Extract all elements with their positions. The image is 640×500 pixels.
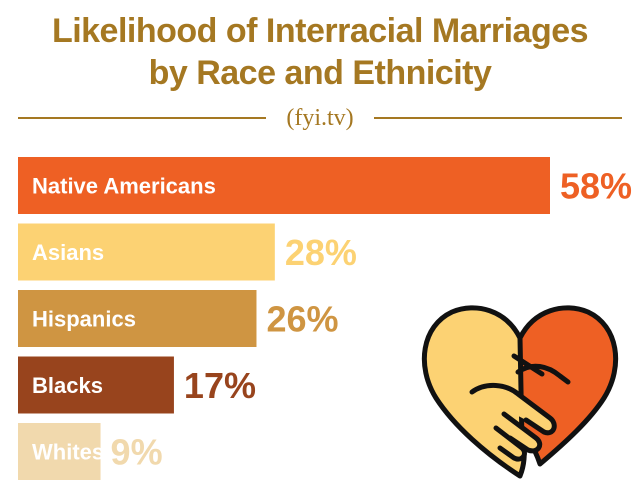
- bar-asians: [18, 223, 275, 281]
- category-label-whites: Whites: [32, 440, 104, 465]
- category-label-blacks: Blacks: [32, 373, 103, 398]
- value-label-blacks: 17%: [184, 365, 256, 406]
- value-label-native-americans: 58%: [560, 166, 632, 207]
- category-label-asians: Asians: [32, 240, 104, 265]
- value-label-asians: 28%: [285, 232, 357, 273]
- bar-native-americans: [18, 157, 550, 214]
- chart-title: Likelihood of Interracial Marriages by R…: [0, 10, 640, 94]
- divider-right: [374, 117, 622, 119]
- category-label-hispanics: Hispanics: [32, 307, 136, 332]
- source-label: (fyi.tv): [286, 105, 354, 131]
- source-row: (fyi.tv): [18, 104, 622, 132]
- value-label-whites: 9%: [111, 432, 163, 473]
- bar-hispanics: [18, 290, 257, 347]
- bar-whites: [18, 423, 101, 480]
- handshake-heart-icon: [421, 305, 619, 479]
- value-label-hispanics: 26%: [266, 299, 338, 340]
- bar-blacks: [18, 356, 174, 414]
- divider-left: [18, 117, 266, 119]
- title-line-1: Likelihood of Interracial Marriages: [51, 12, 589, 50]
- title-line-2: by Race and Ethnicity: [148, 54, 492, 92]
- category-label-native-americans: Native Americans: [32, 174, 216, 199]
